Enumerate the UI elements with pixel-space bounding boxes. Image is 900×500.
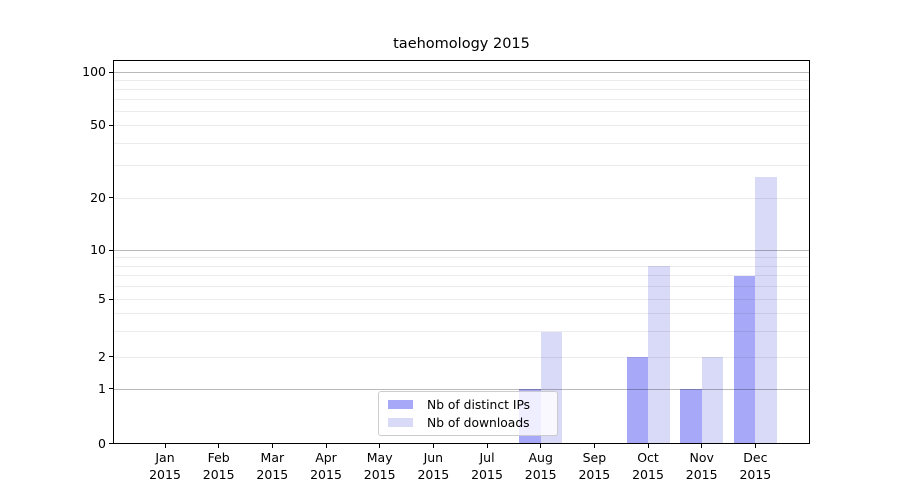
x-tick-mark-jul bbox=[486, 444, 488, 448]
gridline-minor-80 bbox=[114, 89, 809, 91]
x-tick-year: 2015 bbox=[202, 466, 235, 482]
gridline-minor-9 bbox=[114, 257, 809, 259]
x-tick-year: 2015 bbox=[471, 466, 503, 482]
x-tick-mark-mar bbox=[271, 444, 274, 448]
x-tick-mark-dec bbox=[754, 444, 757, 448]
x-tick-year: 2015 bbox=[685, 466, 718, 482]
x-tick-label-jan: Jan 2015 bbox=[135, 450, 195, 483]
x-tick-month: Aug bbox=[528, 450, 553, 465]
x-tick-label-jul: Jul 2015 bbox=[457, 450, 517, 483]
gridline-minor-4 bbox=[114, 313, 809, 315]
x-tick-mark-sep bbox=[593, 444, 596, 448]
x-tick-month: Jul bbox=[479, 450, 495, 465]
x-tick-mark-nov bbox=[701, 444, 703, 448]
gridline-minor-2 bbox=[114, 356, 809, 358]
y-tick-mark-20 bbox=[109, 197, 113, 199]
y-tick-mark-5 bbox=[109, 298, 113, 300]
x-tick-month: Jan bbox=[155, 450, 175, 465]
gridline-minor-90 bbox=[114, 80, 809, 82]
x-tick-year: 2015 bbox=[417, 466, 450, 482]
x-tick-label-aug: Aug 2015 bbox=[511, 450, 571, 483]
y-tick-label-50: 50 bbox=[90, 117, 106, 132]
plot-area bbox=[113, 60, 810, 444]
legend: Nb of distinct IPs Nb of downloads bbox=[378, 391, 558, 436]
x-tick-year: 2015 bbox=[363, 466, 396, 482]
bar-nb-of-downloads-oct bbox=[648, 266, 670, 443]
legend-item-downloads: Nb of downloads bbox=[386, 416, 550, 430]
legend-label-downloads: Nb of downloads bbox=[427, 415, 530, 430]
x-tick-year: 2015 bbox=[578, 466, 611, 482]
x-tick-month: Nov bbox=[689, 450, 714, 465]
x-tick-mark-may bbox=[379, 444, 381, 448]
y-tick-label-20: 20 bbox=[90, 189, 106, 205]
gridline-minor-7 bbox=[114, 275, 809, 277]
gridline-major-100 bbox=[114, 72, 809, 73]
x-tick-month: Dec bbox=[743, 450, 768, 465]
x-tick-year: 2015 bbox=[739, 466, 772, 482]
x-tick-label-mar: Mar 2015 bbox=[242, 450, 302, 483]
x-tick-label-jun: Jun 2015 bbox=[403, 450, 463, 483]
x-tick-month: May bbox=[366, 450, 393, 465]
y-tick-mark-1 bbox=[109, 388, 113, 390]
x-tick-year: 2015 bbox=[149, 466, 181, 482]
bar-nb-of-distinct-ips-dec bbox=[733, 275, 756, 443]
y-tick-mark-100 bbox=[109, 71, 113, 73]
gridline-minor-5 bbox=[114, 299, 809, 301]
gridline-minor-60 bbox=[114, 111, 809, 113]
x-tick-label-apr: Apr 2015 bbox=[296, 450, 356, 483]
gridline-minor-3 bbox=[114, 331, 809, 333]
y-tick-mark-50 bbox=[109, 124, 113, 126]
x-tick-label-sep: Sep 2015 bbox=[564, 450, 624, 483]
gridline-minor-8 bbox=[114, 265, 809, 267]
bar-nb-of-distinct-ips-oct bbox=[626, 357, 649, 443]
y-tick-mark-2 bbox=[109, 356, 113, 358]
chart-title: taehomology 2015 bbox=[393, 36, 530, 52]
x-tick-month: Mar bbox=[260, 450, 285, 465]
bar-nb-of-downloads-nov bbox=[701, 357, 724, 443]
legend-label-distinct-ips: Nb of distinct IPs bbox=[427, 397, 531, 412]
bar-nb-of-downloads-dec bbox=[755, 177, 777, 443]
y-tick-mark-0 bbox=[109, 443, 113, 445]
legend-swatch-downloads bbox=[388, 418, 413, 427]
gridline-minor-50 bbox=[114, 125, 809, 126]
x-tick-label-feb: Feb 2015 bbox=[189, 450, 249, 483]
gridline-minor-70 bbox=[114, 99, 809, 101]
y-tick-label-1: 1 bbox=[98, 380, 106, 396]
y-tick-label-2: 2 bbox=[98, 348, 106, 364]
x-tick-year: 2015 bbox=[632, 466, 664, 482]
x-tick-mark-feb bbox=[218, 444, 220, 448]
legend-item-distinct-ips: Nb of distinct IPs bbox=[386, 398, 550, 412]
x-tick-label-oct: Oct 2015 bbox=[618, 450, 678, 483]
y-tick-label-5: 5 bbox=[98, 291, 106, 307]
gridline-minor-30 bbox=[114, 165, 809, 167]
x-tick-year: 2015 bbox=[256, 466, 289, 482]
x-tick-month: Jun bbox=[423, 450, 444, 465]
x-tick-mark-apr bbox=[325, 444, 327, 448]
x-tick-month: Oct bbox=[637, 450, 659, 465]
gridline-minor-6 bbox=[114, 286, 809, 288]
gridline-minor-40 bbox=[114, 142, 809, 144]
legend-swatch-distinct-ips bbox=[388, 400, 413, 409]
x-tick-month: Apr bbox=[315, 450, 337, 465]
x-tick-label-nov: Nov 2015 bbox=[672, 450, 732, 483]
x-tick-mark-aug bbox=[540, 444, 542, 448]
y-tick-label-100: 100 bbox=[82, 64, 106, 79]
gridline-major-1 bbox=[114, 388, 809, 390]
y-tick-mark-10 bbox=[109, 249, 113, 251]
x-tick-year: 2015 bbox=[310, 466, 342, 482]
x-tick-mark-oct bbox=[647, 444, 649, 448]
gridline-minor-20 bbox=[114, 197, 809, 199]
x-tick-month: Sep bbox=[582, 450, 607, 465]
y-tick-label-0: 0 bbox=[98, 435, 106, 451]
x-tick-label-dec: Dec 2015 bbox=[725, 450, 785, 483]
gridline-major-10 bbox=[114, 250, 809, 251]
x-tick-mark-jan bbox=[164, 444, 166, 448]
y-tick-label-10: 10 bbox=[90, 242, 106, 257]
x-tick-mark-jun bbox=[432, 444, 435, 448]
x-tick-year: 2015 bbox=[524, 466, 557, 482]
x-tick-month: Feb bbox=[207, 450, 230, 465]
x-tick-label-may: May 2015 bbox=[350, 450, 410, 483]
bar-nb-of-distinct-ips-nov bbox=[680, 389, 702, 443]
